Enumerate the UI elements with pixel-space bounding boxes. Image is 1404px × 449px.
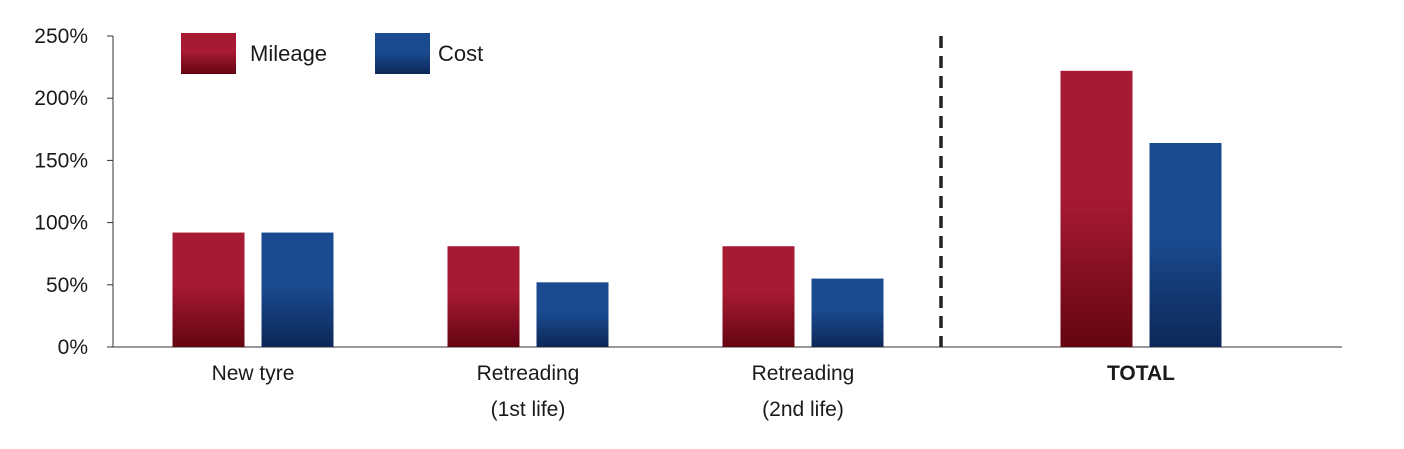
bar-cost (811, 278, 884, 347)
y-tick-label: 200% (34, 87, 88, 110)
bar-cost (536, 282, 609, 347)
x-category-label: Retreading (752, 362, 855, 385)
bar-mileage (1060, 70, 1133, 347)
bars (172, 70, 1222, 347)
y-tick-label: 150% (34, 149, 88, 172)
x-category-label: (2nd life) (762, 398, 844, 421)
x-category-label: (1st life) (491, 398, 566, 421)
bar-cost (261, 232, 334, 347)
bar-cost (1149, 142, 1222, 347)
legend-swatch-cost (375, 33, 430, 74)
category-labels: New tyre Retreading (1st life) Retreading (2… (212, 362, 1176, 421)
y-tick-label: 250% (34, 25, 88, 48)
y-tick-label: 50% (46, 274, 88, 297)
x-category-label: New tyre (212, 362, 295, 385)
y-tick-label: 0% (58, 336, 88, 359)
legend-label-mileage: Mileage (250, 41, 327, 66)
y-tick-label: 100% (34, 212, 88, 235)
x-category-label: Retreading (477, 362, 580, 385)
bar-mileage (722, 246, 795, 347)
x-category-label: TOTAL (1107, 362, 1175, 385)
legend-swatch-mileage (181, 33, 236, 74)
bar-mileage (172, 232, 245, 347)
bar-mileage (447, 246, 520, 347)
legend-label-cost: Cost (438, 41, 483, 66)
legend: Mileage Cost (181, 33, 483, 74)
